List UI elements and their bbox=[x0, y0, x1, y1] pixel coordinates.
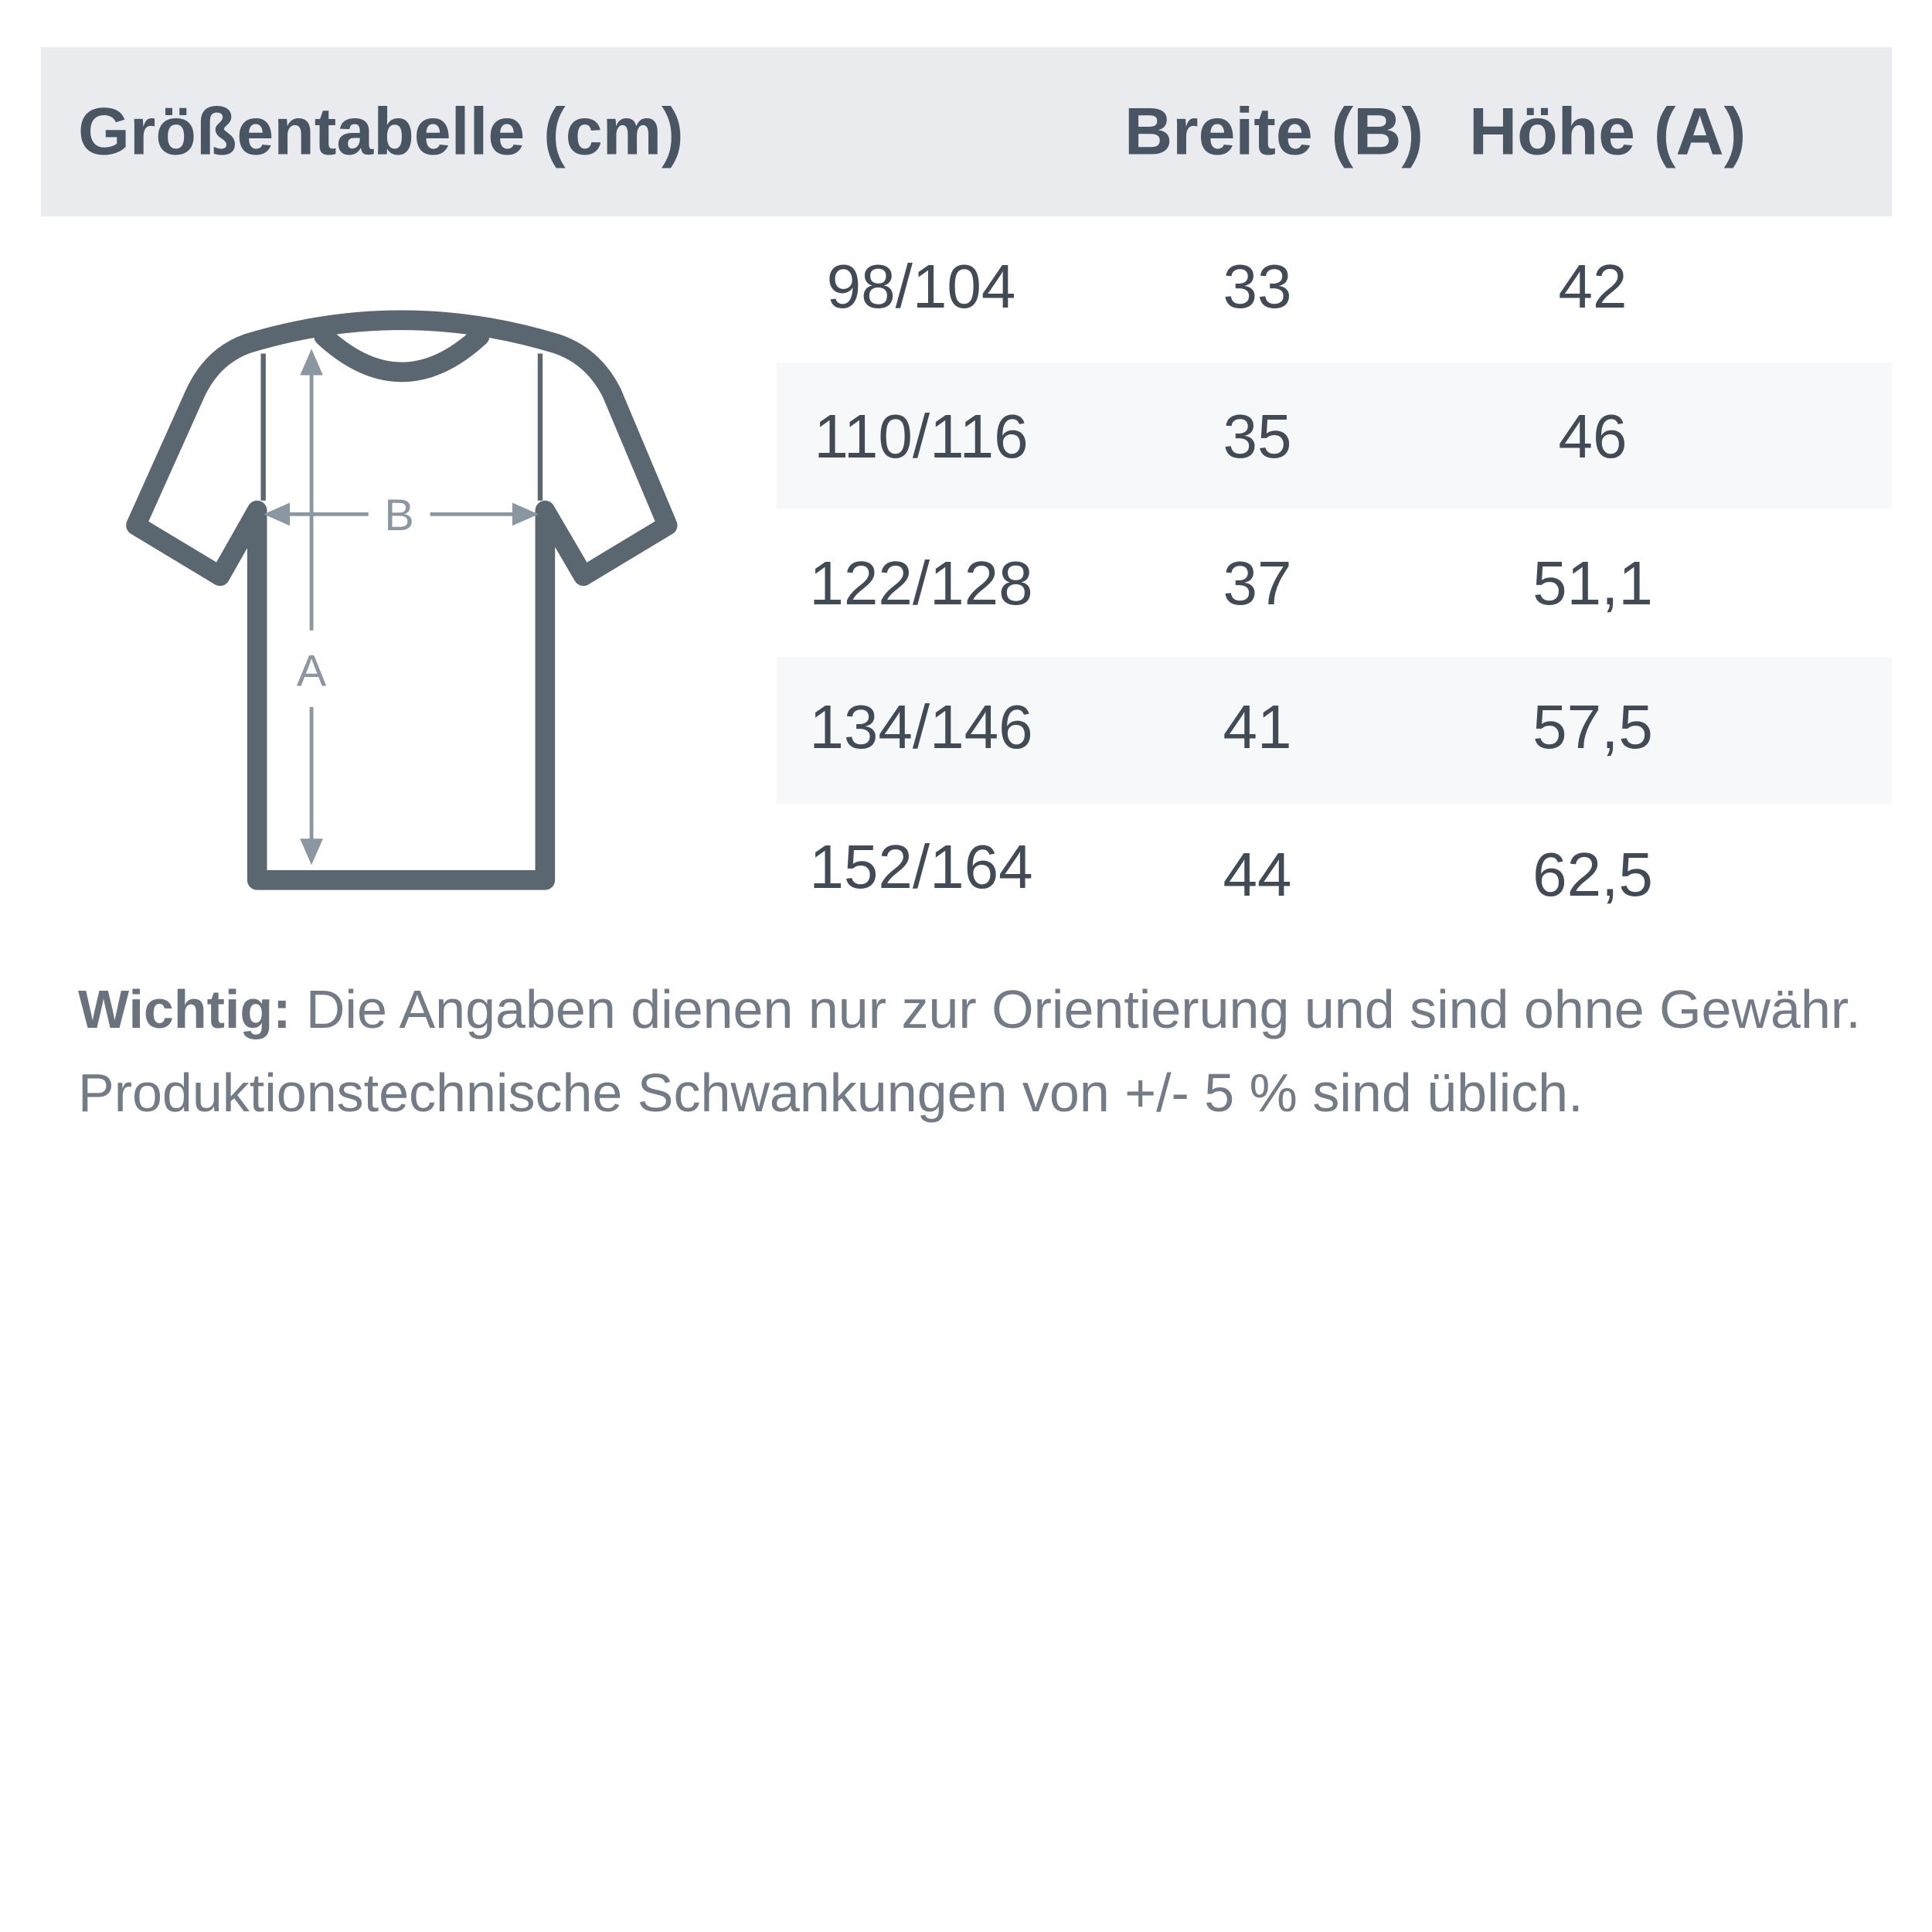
note-bold: Wichtig: bbox=[78, 979, 291, 1039]
height-cell: 62,5 bbox=[1532, 840, 1653, 909]
height-cell: 57,5 bbox=[1532, 692, 1653, 761]
label-a: A bbox=[297, 647, 327, 696]
row-stripe bbox=[777, 362, 1892, 509]
note-line-1: Wichtig: Die Angaben dienen nur zur Orie… bbox=[78, 978, 1861, 1040]
table-header: Größentabelle (cm) Breite (B) Höhe (A) bbox=[41, 47, 1892, 216]
arrow-up-icon bbox=[300, 349, 323, 376]
size-cell: 134/146 bbox=[809, 692, 1033, 761]
height-cell: 42 bbox=[1558, 252, 1628, 321]
width-cell: 35 bbox=[1223, 402, 1292, 471]
size-cell: 98/104 bbox=[826, 252, 1016, 321]
arrow-down-icon bbox=[300, 838, 323, 866]
arrow-left-icon bbox=[264, 502, 291, 526]
label-b: B bbox=[384, 491, 413, 540]
height-cell: 51,1 bbox=[1532, 549, 1653, 617]
size-cell: 152/164 bbox=[809, 832, 1033, 901]
width-cell: 41 bbox=[1223, 692, 1292, 761]
column-header-width: Breite (B) bbox=[1124, 94, 1424, 168]
height-cell: 46 bbox=[1558, 402, 1628, 471]
size-cell: 110/116 bbox=[814, 402, 1029, 471]
table-title: Größentabelle (cm) bbox=[78, 94, 684, 168]
width-cell: 37 bbox=[1223, 549, 1292, 617]
row-stripe bbox=[777, 657, 1892, 804]
width-cell: 44 bbox=[1223, 840, 1292, 909]
column-header-height: Höhe (A) bbox=[1469, 94, 1747, 168]
note-line-2: Produktionstechnische Schwankungen von +… bbox=[78, 1063, 1583, 1123]
tshirt-outline-icon bbox=[126, 310, 678, 890]
size-cell: 122/128 bbox=[809, 549, 1033, 617]
note-text: Die Angaben dienen nur zur Orientierung … bbox=[291, 979, 1861, 1039]
arrow-right-icon bbox=[512, 502, 539, 526]
width-cell: 33 bbox=[1223, 252, 1292, 321]
